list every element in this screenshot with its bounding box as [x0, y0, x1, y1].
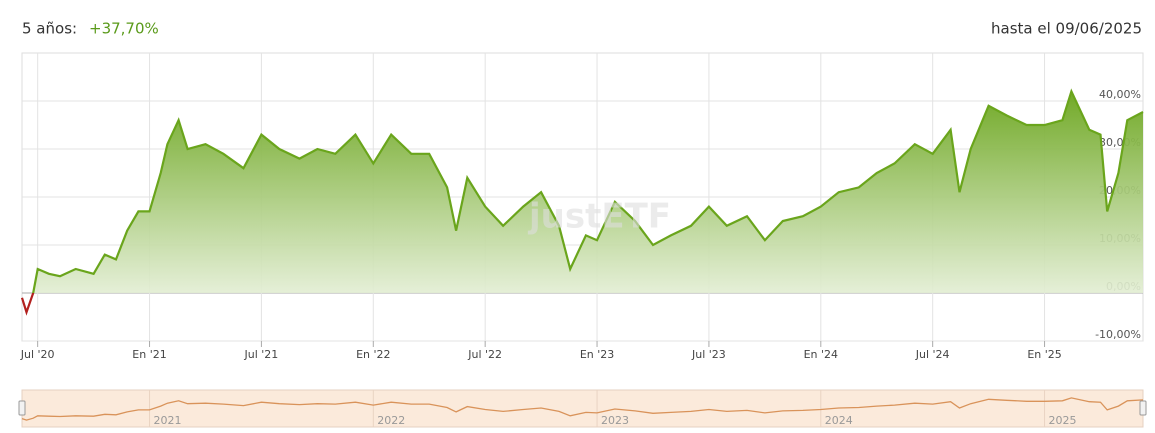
y-tick-label: -10,00%	[1095, 328, 1141, 341]
navigator-tick-label: 2022	[377, 414, 405, 427]
period-label: 5 años:	[22, 20, 77, 38]
performance: +37,70%	[89, 20, 159, 38]
x-tick-label: Jul '21	[244, 348, 279, 361]
x-tick-label: Jul '22	[467, 348, 502, 361]
x-tick-label: En '24	[804, 348, 838, 361]
x-tick-label: Jul '23	[691, 348, 726, 361]
as-of-date: hasta el 09/06/2025	[991, 20, 1142, 38]
x-tick-label: En '21	[132, 348, 166, 361]
navigator-tick-label: 2024	[825, 414, 853, 427]
navigator-tick-label: 2023	[601, 414, 629, 427]
x-tick-label: En '22	[356, 348, 390, 361]
x-tick-label: Jul '24	[915, 348, 950, 361]
navigator-handle	[1139, 400, 1147, 416]
watermark: justETF	[527, 197, 671, 237]
area	[33, 91, 1143, 293]
navigator-bg	[21, 389, 1144, 428]
navigator-handle	[18, 400, 26, 416]
navigator-tick-label: 2021	[154, 414, 182, 427]
y-tick-label: 40,00%	[1099, 88, 1141, 101]
navigator-line	[21, 397, 1144, 421]
x-tick-label: En '25	[1027, 348, 1061, 361]
line	[32, 88, 1144, 293]
x-tick-label: Jul '20	[20, 348, 55, 361]
navigator-tick-label: 2025	[1049, 414, 1077, 427]
x-tick-label: En '23	[580, 348, 614, 361]
